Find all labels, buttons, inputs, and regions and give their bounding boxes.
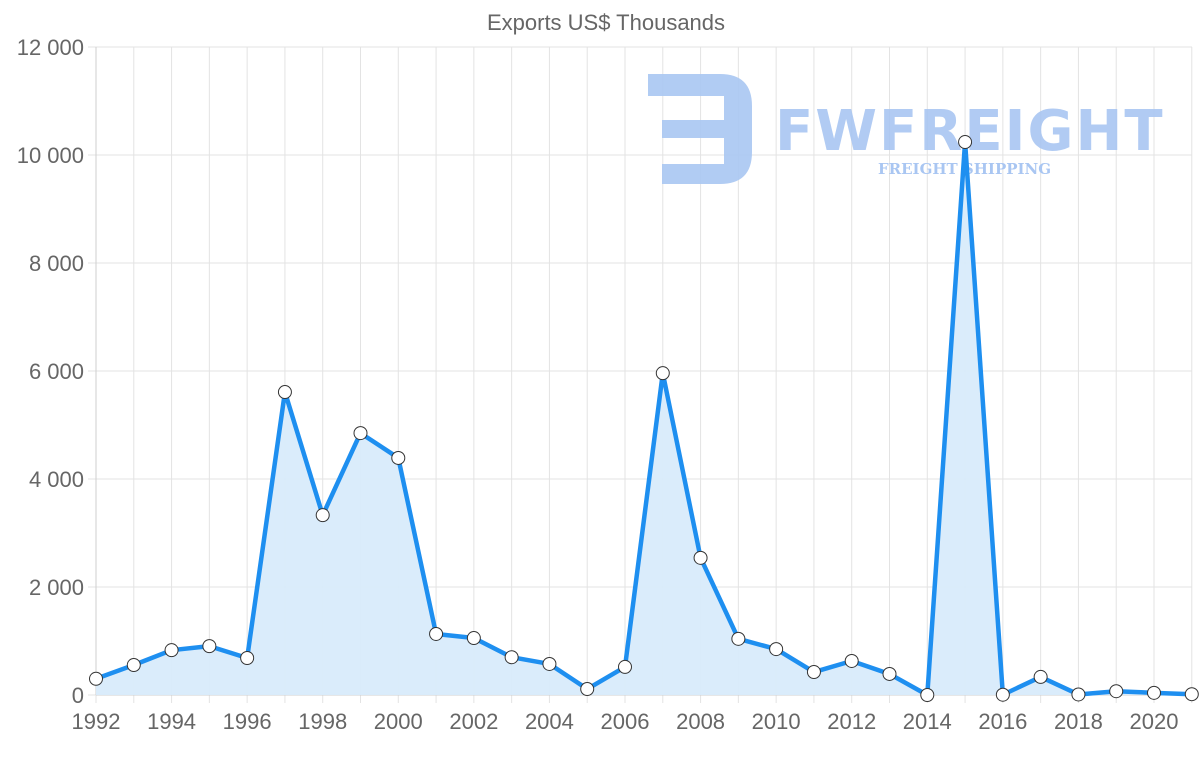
data-point-marker[interactable] xyxy=(1109,684,1124,699)
y-tick-label: 12 000 xyxy=(17,35,84,60)
data-point-marker[interactable] xyxy=(618,659,632,674)
y-tick-label: 4 000 xyxy=(29,467,84,492)
x-tick-label: 2020 xyxy=(1130,709,1179,734)
data-point-marker[interactable] xyxy=(1071,687,1086,702)
data-point-marker[interactable] xyxy=(126,658,141,673)
x-tick-label: 2016 xyxy=(978,709,1027,734)
x-tick-label: 1996 xyxy=(223,709,272,734)
data-point-marker[interactable] xyxy=(391,450,406,465)
data-point-marker[interactable] xyxy=(995,687,1010,702)
y-tick-label: 6 000 xyxy=(29,359,84,384)
data-point-marker[interactable] xyxy=(89,671,103,686)
data-point-marker[interactable] xyxy=(958,135,973,150)
x-tick-label: 2014 xyxy=(903,709,952,734)
x-tick-label: 2002 xyxy=(449,709,498,734)
data-point-marker[interactable] xyxy=(655,366,670,381)
y-tick-label: 0 xyxy=(72,683,84,708)
x-tick-label: 1992 xyxy=(72,709,121,734)
data-point-marker[interactable] xyxy=(806,665,821,680)
chart-title: Exports US$ Thousands xyxy=(487,10,725,35)
x-tick-label: 2000 xyxy=(374,709,423,734)
data-point-marker[interactable] xyxy=(731,631,746,646)
data-point-marker[interactable] xyxy=(882,666,897,681)
y-axis: 0 2 000 4 000 6 000 8 000 10 000 12 000 xyxy=(17,35,84,708)
data-point-marker[interactable] xyxy=(429,626,444,641)
data-point-marker[interactable] xyxy=(315,508,330,523)
x-tick-label: 2010 xyxy=(752,709,801,734)
data-point-marker[interactable] xyxy=(240,651,255,666)
x-tick-label: 1994 xyxy=(147,709,196,734)
x-tick-label: 1998 xyxy=(298,709,347,734)
data-point-marker[interactable] xyxy=(164,643,179,658)
data-point-marker[interactable] xyxy=(1147,685,1161,700)
data-point-marker[interactable] xyxy=(353,426,368,441)
data-point-marker[interactable] xyxy=(277,385,292,400)
y-tick-label: 10 000 xyxy=(17,143,84,168)
x-tick-label: 2006 xyxy=(601,709,650,734)
data-point-marker[interactable] xyxy=(920,688,935,702)
x-tick-label: 2004 xyxy=(525,709,574,734)
x-axis: 1992 1994 1996 1998 2000 2002 2004 2006 2008 2010… xyxy=(72,709,1179,734)
data-point-marker[interactable] xyxy=(466,631,481,646)
watermark-brand: FWFREIGHT xyxy=(775,99,1165,164)
x-tick-label: 2018 xyxy=(1054,709,1103,734)
data-point-marker[interactable] xyxy=(542,656,557,671)
data-point-marker[interactable] xyxy=(1184,687,1199,702)
data-point-marker[interactable] xyxy=(844,653,859,668)
data-point-marker[interactable] xyxy=(202,639,217,654)
data-point-marker[interactable] xyxy=(693,550,708,565)
y-tick-label: 2 000 xyxy=(29,575,84,600)
data-point-marker[interactable] xyxy=(580,682,595,697)
data-point-marker[interactable] xyxy=(1033,669,1048,684)
x-tick-label: 2012 xyxy=(827,709,876,734)
fwfreight-watermark: FWFREIGHT FREIGHT SHIPPING xyxy=(648,74,1165,184)
data-markers xyxy=(89,135,1199,702)
data-point-marker[interactable] xyxy=(769,642,784,657)
fwfreight-logo-icon xyxy=(648,74,752,184)
data-point-marker[interactable] xyxy=(504,650,519,665)
x-tick-label: 2008 xyxy=(676,709,725,734)
area-fill xyxy=(96,142,1192,696)
y-tick-label: 8 000 xyxy=(29,251,84,276)
